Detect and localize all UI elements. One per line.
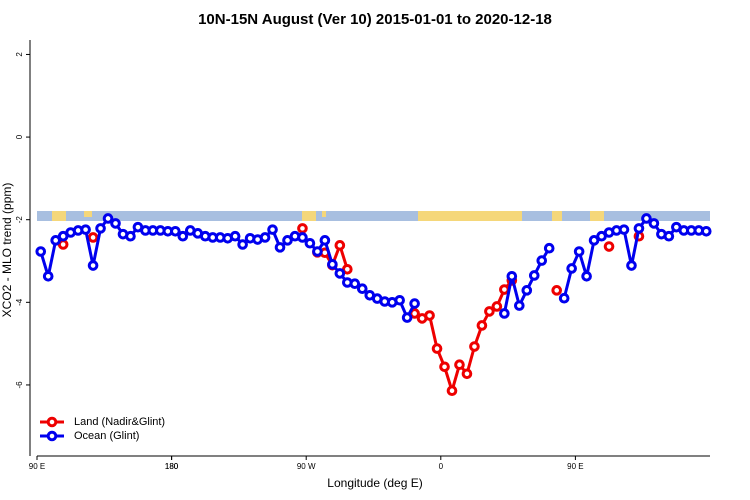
point <box>334 268 346 279</box>
point <box>125 230 136 242</box>
point <box>35 246 47 257</box>
point <box>588 235 600 246</box>
point <box>237 239 248 250</box>
x-tick-label: 0 <box>439 462 444 471</box>
point <box>476 320 488 331</box>
x-axis-title: Longitude (deg E) <box>327 476 422 490</box>
map-ocean <box>37 211 710 221</box>
point <box>618 224 630 235</box>
point <box>581 270 592 282</box>
point <box>536 255 548 266</box>
point <box>297 232 308 243</box>
point <box>648 218 660 229</box>
point <box>95 223 106 234</box>
point <box>342 263 353 275</box>
point <box>319 235 331 246</box>
y-axis-title: XCO2 - MLO trend (ppm) <box>0 183 14 318</box>
legend-label: Ocean (Glint) <box>74 430 139 442</box>
point <box>484 306 495 317</box>
point <box>80 224 91 235</box>
point <box>304 237 316 249</box>
point <box>297 223 308 234</box>
point <box>274 242 286 253</box>
map-land <box>302 211 316 221</box>
x-tick-label: 90 E <box>29 462 45 471</box>
point <box>110 218 121 229</box>
point <box>401 312 413 323</box>
y-tick-label: -2 <box>15 216 24 224</box>
point <box>356 283 368 294</box>
point <box>626 260 637 271</box>
map-land <box>84 211 92 217</box>
point <box>259 232 271 243</box>
legend-marker <box>46 416 58 428</box>
y-tick-label: 2 <box>15 52 24 57</box>
point <box>551 285 563 296</box>
point <box>431 343 443 354</box>
map-land <box>52 211 66 221</box>
point <box>282 235 293 246</box>
point <box>603 241 615 252</box>
chart-title: 10N-15N August (Ver 10) 2015-01-01 to 20… <box>198 11 552 28</box>
point <box>170 225 181 237</box>
map-strip <box>37 211 710 221</box>
point <box>700 225 712 237</box>
point <box>521 285 533 296</box>
point <box>424 310 435 321</box>
point <box>229 230 241 242</box>
x-tick-label: 90 E <box>567 462 583 471</box>
point <box>543 242 555 254</box>
map-land <box>418 211 522 221</box>
point <box>87 260 99 271</box>
x-tick-label: 180 <box>165 462 179 471</box>
point <box>327 259 338 270</box>
point <box>394 294 405 306</box>
point <box>349 278 361 290</box>
map-land <box>590 211 604 221</box>
point <box>334 240 346 251</box>
point <box>177 230 189 242</box>
point <box>558 292 570 304</box>
point <box>469 341 480 352</box>
map-land <box>552 211 562 221</box>
point <box>506 270 518 282</box>
y-tick-label: 0 <box>15 134 24 139</box>
point <box>312 246 323 257</box>
point <box>461 368 473 380</box>
legend-label: Land (Nadir&Glint) <box>74 416 165 428</box>
point <box>641 213 652 224</box>
point <box>514 300 525 311</box>
map-land <box>322 211 326 217</box>
y-tick-label: -4 <box>15 298 24 306</box>
point <box>663 230 675 242</box>
point <box>267 224 278 235</box>
point <box>528 270 540 281</box>
point <box>633 223 645 234</box>
y-tick-label: -6 <box>15 381 24 389</box>
point <box>446 385 458 397</box>
point <box>439 361 450 373</box>
point <box>42 270 54 282</box>
point <box>454 359 465 371</box>
point <box>499 308 510 319</box>
point <box>87 232 99 243</box>
legend-marker <box>46 430 58 442</box>
point <box>50 235 61 246</box>
point <box>499 284 510 295</box>
point <box>409 298 420 309</box>
point <box>566 263 577 274</box>
x-tick-label: 90 W <box>297 462 316 471</box>
point <box>491 301 503 312</box>
x-tick-label: 180 <box>165 462 179 471</box>
point <box>102 213 114 224</box>
point <box>573 246 585 257</box>
